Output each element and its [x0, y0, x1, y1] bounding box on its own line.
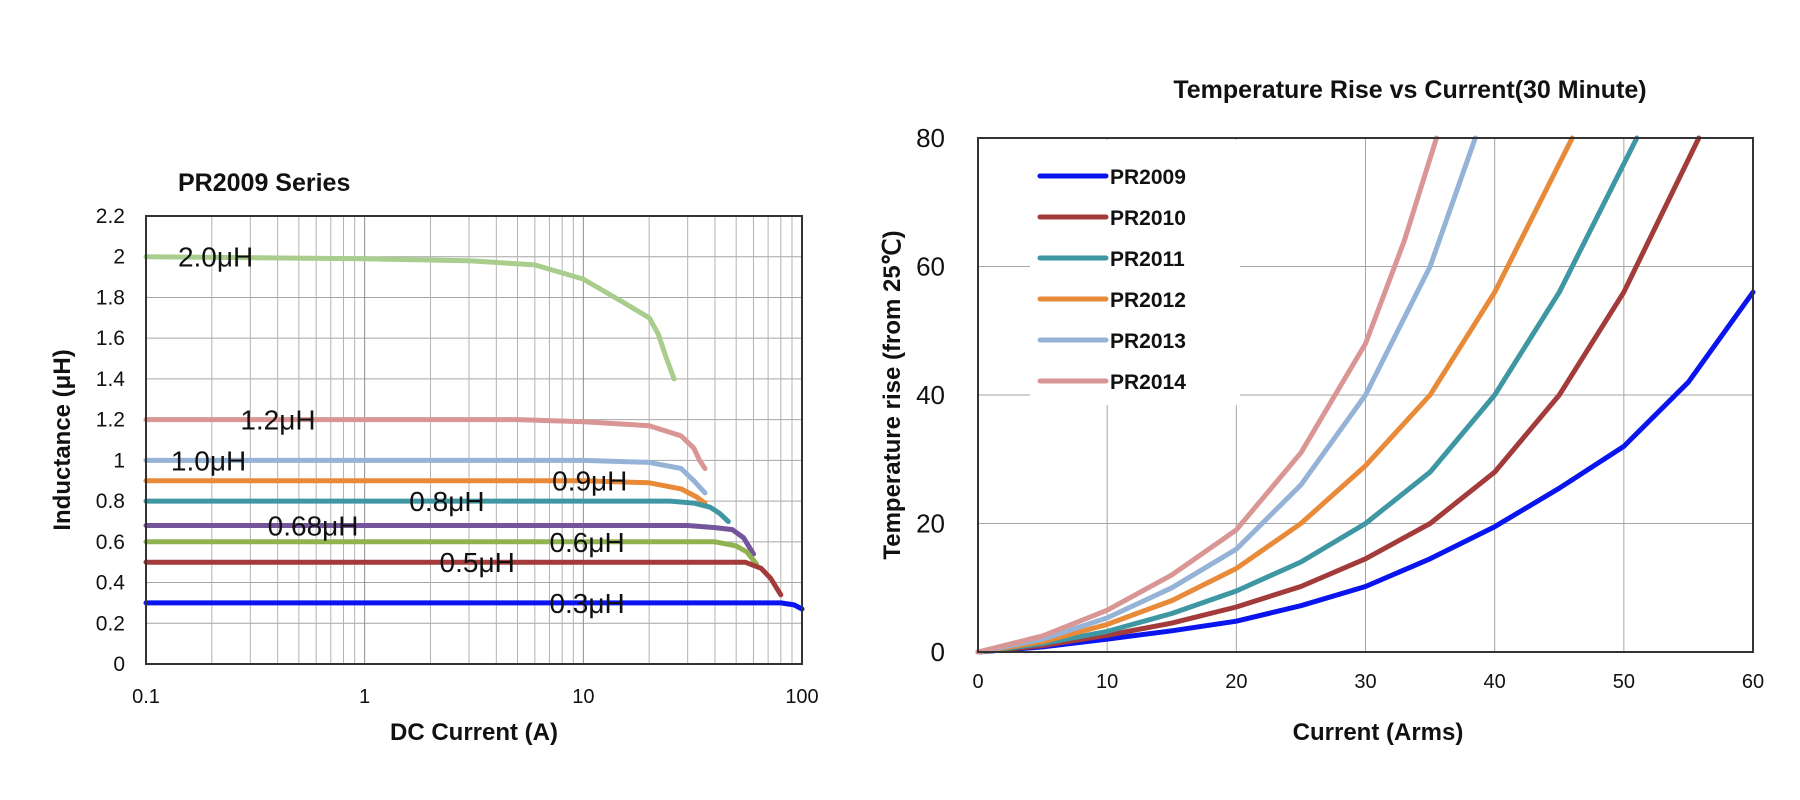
inductance-y-tick-label: 0.4	[96, 572, 126, 595]
inductance-y-tick-label: 2.2	[96, 205, 125, 228]
inductance-x-tick-label: 100	[785, 686, 818, 708]
inductance-series-0-3uh	[143, 600, 805, 612]
inductance-series-group	[143, 254, 805, 612]
inductance-series-2-0uh	[143, 254, 677, 382]
inductance-annotation-0-9uh: 0.9μH	[552, 466, 627, 497]
inductance-y-tick-label: 1.8	[96, 286, 125, 309]
inductance-annotation-0-68uh: 0.68μH	[268, 511, 359, 542]
inductance-annotation-0-6uh: 0.6μH	[549, 527, 624, 558]
temperature-series-pr2009	[975, 289, 1756, 655]
inductance-y-tick-label: 1.2	[96, 409, 125, 432]
inductance-annotations: 2.0μH 1.2μH 1.0μH 0.9μH 0.8μH 0.68μH 0.6μH 0.5μ…	[171, 242, 628, 619]
temperature-series-pr2011	[975, 135, 1640, 655]
legend-label-pr2012: PR2012	[1110, 289, 1186, 312]
inductance-chart: PR2009 Series 0 0.2 0.4 0.6 0.8 1 1.2 1.4 1.6 1.8…	[49, 169, 819, 746]
legend-label-pr2013: PR2013	[1110, 330, 1186, 353]
inductance-x-axis-label: DC Current (A)	[390, 719, 558, 746]
temperature-legend-background	[1030, 140, 1240, 405]
inductance-y-tick-label: 0.6	[96, 531, 125, 554]
inductance-x-tick-label: 1	[359, 686, 370, 708]
inductance-series-0-9uh	[143, 478, 708, 506]
inductance-annotation-1-2uh: 1.2μH	[240, 405, 315, 436]
temperature-y-axis-label: Temperature rise (from 25℃)	[879, 230, 906, 559]
inductance-series-0-5uh	[143, 559, 784, 598]
inductance-y-tick-label: 1.4	[96, 368, 126, 391]
temperature-series-group	[975, 135, 1756, 655]
temperature-series-pr2014	[975, 135, 1439, 655]
legend-label-pr2011: PR2011	[1110, 248, 1185, 271]
inductance-y-tick-label: 1.6	[96, 327, 125, 350]
inductance-y-ticks: 0 0.2 0.4 0.6 0.8 1 1.2 1.4 1.6 1.8 2 2.2	[96, 205, 126, 676]
inductance-series-1-2uh	[143, 417, 708, 471]
inductance-x-ticks: 0.1 1 10 100	[132, 686, 819, 708]
inductance-series-0-6uh	[143, 539, 760, 567]
temperature-x-axis-label: Current (Arms)	[1293, 719, 1464, 746]
temperature-y-tick-label: 20	[916, 509, 945, 539]
temperature-y-tick-label: 0	[931, 637, 945, 667]
temperature-x-tick-label: 40	[1484, 671, 1506, 693]
temperature-x-tick-label: 20	[1225, 671, 1247, 693]
inductance-x-tick-label: 0.1	[132, 686, 160, 708]
inductance-y-tick-label: 0.2	[96, 612, 125, 635]
temperature-x-tick-label: 10	[1096, 671, 1118, 693]
inductance-y-tick-label: 1	[113, 449, 125, 472]
temperature-plot-frame	[977, 137, 1754, 653]
inductance-annotation-2-0uh: 2.0μH	[178, 242, 253, 273]
temperature-x-tick-label: 60	[1742, 671, 1764, 693]
temperature-chart: Temperature Rise vs Current(30 Minute) 0…	[879, 76, 1764, 746]
temperature-chart-title: Temperature Rise vs Current(30 Minute)	[1173, 76, 1646, 104]
inductance-series-0-68uh	[143, 523, 756, 557]
inductance-plot-frame	[145, 215, 803, 665]
inductance-annotation-1-0uh: 1.0μH	[171, 445, 246, 476]
inductance-annotation-0-5uh: 0.5μH	[440, 547, 515, 578]
inductance-annotation-0-8uh: 0.8μH	[409, 486, 484, 517]
temperature-x-tick-label: 50	[1613, 671, 1635, 693]
temperature-y-tick-label: 80	[916, 123, 945, 153]
legend-label-pr2014: PR2014	[1110, 371, 1186, 394]
temperature-y-tick-label: 40	[916, 380, 945, 410]
temperature-y-tick-label: 60	[916, 252, 945, 282]
inductance-y-tick-label: 0.8	[96, 490, 125, 513]
temperature-series-pr2010	[975, 135, 1702, 655]
inductance-y-tick-label: 2	[113, 246, 125, 269]
inductance-series-1-0uh	[143, 457, 708, 496]
inductance-series-0-8uh	[143, 498, 731, 524]
legend-label-pr2010: PR2010	[1110, 207, 1186, 230]
temperature-x-ticks: 0 10 20 30 40 50 60	[972, 671, 1764, 693]
inductance-y-axis-label: Inductance (μH)	[49, 349, 76, 530]
inductance-x-tick-label: 10	[572, 686, 594, 708]
temperature-y-ticks: 0 20 40 60 80	[916, 123, 945, 667]
inductance-y-tick-label: 0	[113, 653, 125, 676]
temperature-series-pr2013	[975, 135, 1478, 655]
temperature-legend: PR2009 PR2010 PR2011 PR2012 PR2013 PR2014	[1037, 166, 1186, 394]
inductance-chart-title: PR2009 Series	[178, 169, 350, 197]
legend-label-pr2009: PR2009	[1110, 166, 1186, 189]
temperature-x-tick-label: 0	[972, 671, 983, 693]
temperature-x-tick-label: 30	[1354, 671, 1376, 693]
inductance-annotation-0-3uh: 0.3μH	[549, 588, 624, 619]
temperature-series-pr2012	[975, 135, 1575, 655]
